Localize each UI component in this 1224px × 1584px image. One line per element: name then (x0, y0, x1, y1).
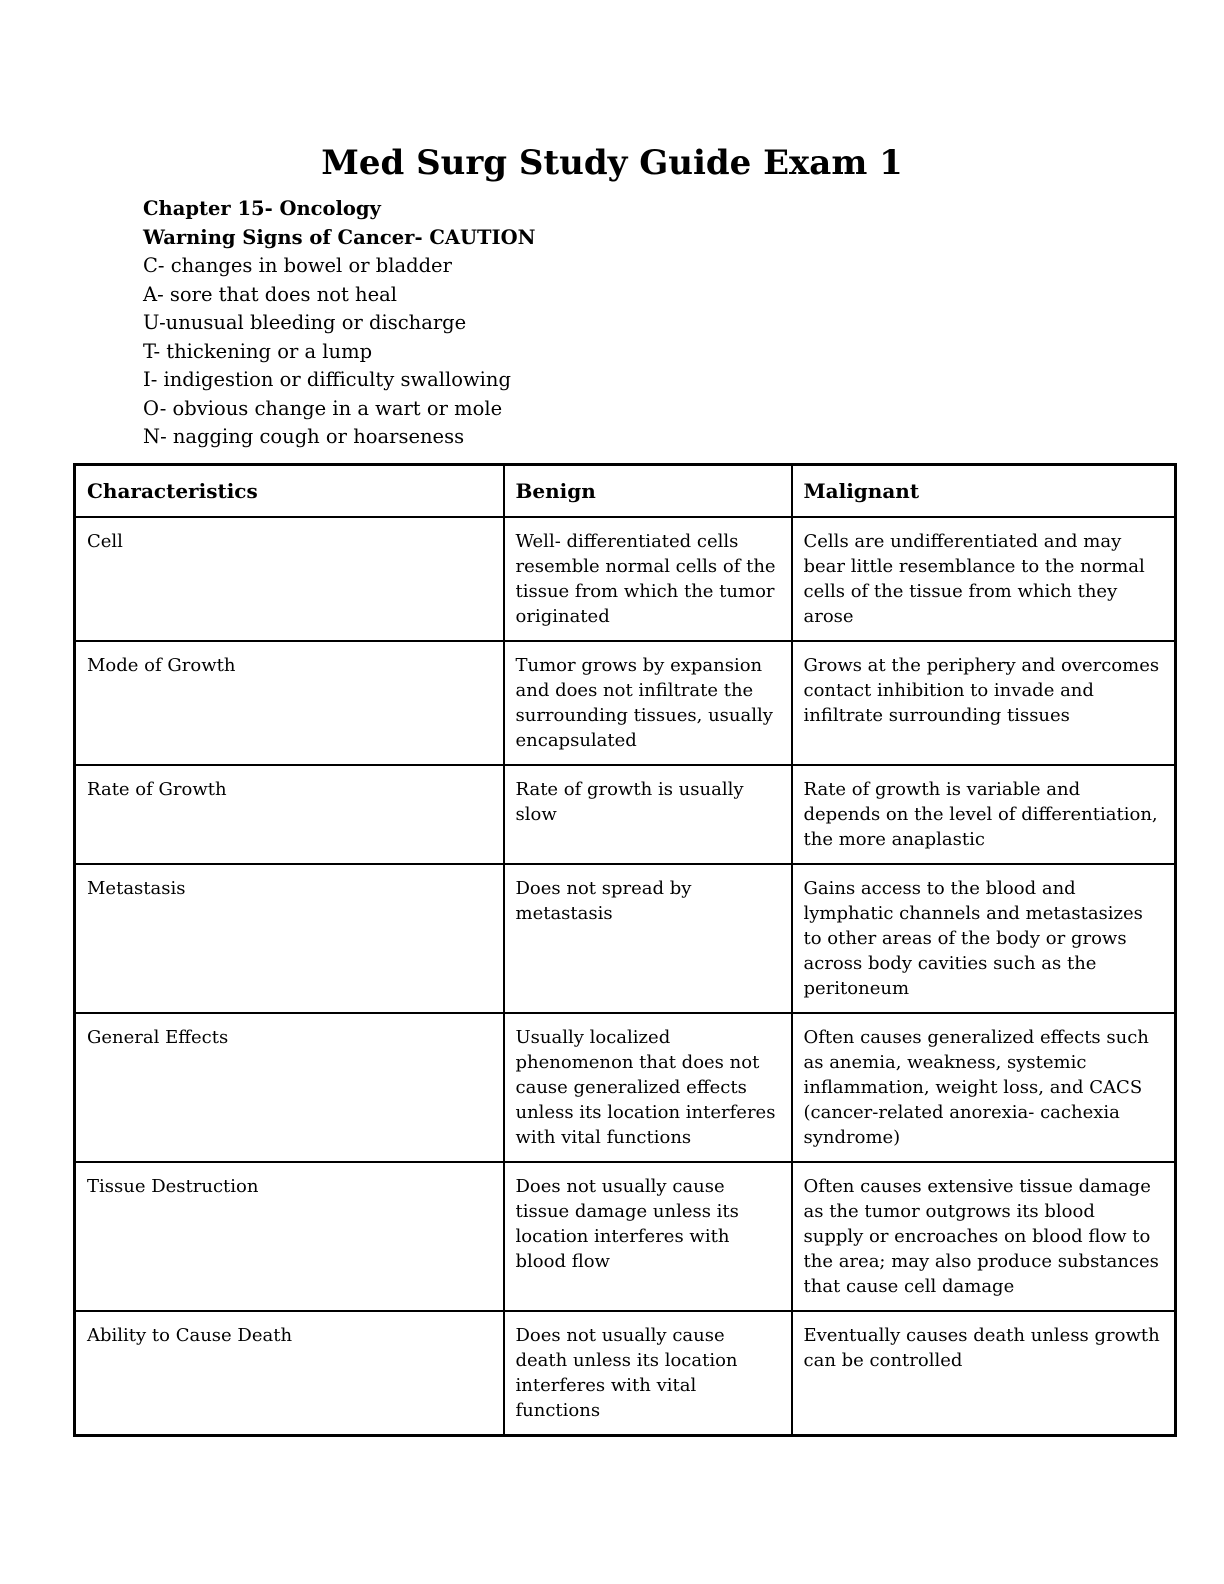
caution-item-n: N- nagging cough or hoarseness (143, 425, 465, 448)
malignant-value: Often causes generalized effects such as… (790, 1011, 1177, 1163)
caution-item-o: O- obvious change in a wart or mole (143, 396, 503, 420)
intro-section: Chapter 15- Oncology Warning Signs of Ca… (143, 195, 1224, 452)
table-row-rate-of-growth: Rate of Growth Rate of growth is usually… (73, 763, 1177, 865)
malignant-value: Cells are undifferentiated and may bear … (790, 515, 1177, 642)
characteristic-label: Tissue Destruction (73, 1160, 505, 1312)
column-header-characteristics: Characteristics (73, 463, 505, 518)
characteristic-label: Metastasis (73, 862, 505, 1014)
benign-value: Usually localized phenomenon that does n… (502, 1011, 793, 1163)
malignant-value: Eventually causes death unless growth ca… (790, 1309, 1177, 1436)
table-row-cell: Cell Well- differentiated cells resemble… (73, 515, 1177, 642)
column-header-benign: Benign (502, 463, 793, 518)
caution-item-u: U-unusual bleeding or discharge (143, 311, 467, 334)
caution-item-i: I- indigestion or difficulty swallowing (143, 368, 511, 391)
table-header-row: Characteristics Benign Malignant (73, 463, 1177, 518)
benign-value: Tumor grows by expansion and does not in… (502, 639, 793, 766)
caution-item-c: C- changes in bowel or bladder (143, 254, 452, 277)
characteristic-label: Mode of Growth (73, 639, 505, 766)
table-row-general-effects: General Effects Usually localized phenom… (73, 1011, 1177, 1163)
benign-value: Does not usually cause death unless its … (502, 1309, 793, 1436)
malignant-value: Grows at the periphery and overcomes con… (790, 639, 1177, 766)
table-row-metastasis: Metastasis Does not spread by metastasis… (73, 862, 1177, 1014)
malignant-value: Often causes extensive tissue damage as … (790, 1160, 1177, 1312)
characteristic-label: General Effects (73, 1011, 505, 1163)
benign-malignant-comparison-table: Characteristics Benign Malignant Cell We… (73, 462, 1177, 1437)
table-row-ability-to-cause-death: Ability to Cause Death Does not usually … (73, 1309, 1177, 1436)
table-row-tissue-destruction: Tissue Destruction Does not usually caus… (73, 1160, 1177, 1312)
caution-item-t: T- thickening or a lump (143, 339, 373, 363)
page-title: Med Surg Study Guide Exam 1 (321, 143, 903, 183)
characteristic-label: Cell (73, 515, 505, 642)
benign-value: Does not spread by metastasis (502, 862, 793, 1014)
benign-value: Well- differentiated cells resemble norm… (502, 515, 793, 642)
caution-item-a: A- sore that does not heal (143, 282, 397, 306)
warning-signs-heading: Warning Signs of Cancer- CAUTION (143, 225, 536, 249)
table-row-mode-of-growth: Mode of Growth Tumor grows by expansion … (73, 639, 1177, 766)
malignant-value: Rate of growth is variable and depends o… (790, 763, 1177, 865)
benign-value: Rate of growth is usually slow (502, 763, 793, 865)
column-header-malignant: Malignant (790, 463, 1177, 518)
benign-value: Does not usually cause tissue damage unl… (502, 1160, 793, 1312)
characteristic-label: Ability to Cause Death (73, 1309, 505, 1436)
characteristic-label: Rate of Growth (73, 763, 505, 865)
chapter-heading: Chapter 15- Oncology (143, 197, 381, 220)
malignant-value: Gains access to the blood and lymphatic … (790, 862, 1177, 1014)
